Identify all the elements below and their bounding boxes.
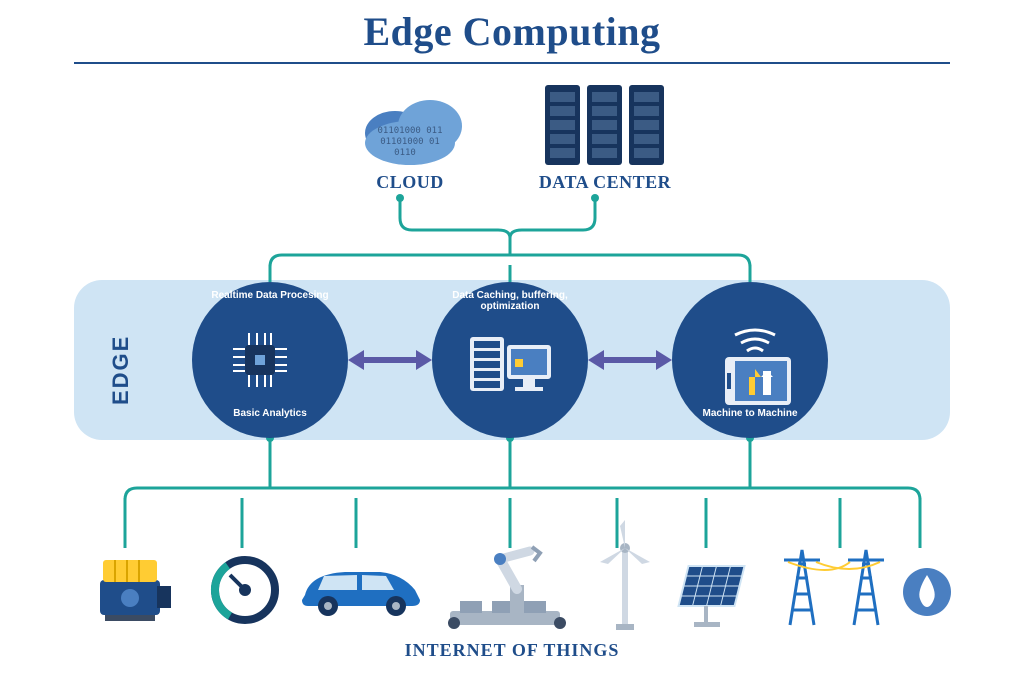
edge-node-analytics-bottom-label: Basic Analytics (210, 408, 330, 419)
iot-gauge-icon (210, 555, 280, 630)
edge-node-caching-top-label: Data Caching, buffering, optimization (450, 290, 570, 312)
iot-water-icon (900, 565, 954, 624)
svg-text:01101000 01: 01101000 01 (380, 137, 440, 147)
iot-wind-icon (590, 520, 660, 635)
title-underline (74, 62, 950, 64)
edge-node-m2m-bottom-label: Machine to Machine (690, 408, 810, 419)
edge-label: EDGE (108, 335, 134, 405)
iot-generator-icon (95, 550, 175, 630)
edge-node-m2m-icon (705, 325, 805, 420)
page-title: Edge Computing (0, 8, 1024, 55)
edge-node-caching-icon (465, 325, 555, 410)
datacenter-icon (540, 80, 670, 175)
iot-label: INTERNET OF THINGS (0, 640, 1024, 661)
svg-text:01101000 011: 01101000 011 (377, 126, 442, 136)
datacenter-label: DATA CENTER (530, 172, 680, 193)
iot-solar-icon (670, 560, 750, 635)
edge-node-analytics-top-label: Realtime Data Procesing (210, 290, 330, 301)
iot-power-icon (770, 530, 900, 635)
iot-car-icon (290, 560, 430, 625)
edge-node-analytics-icon (225, 325, 295, 400)
iot-robot-icon (440, 545, 580, 640)
cloud-label: CLOUD (360, 172, 460, 193)
svg-text:0110: 0110 (394, 148, 416, 158)
cloud-icon: 01101000 011 01101000 01 0110 (355, 88, 465, 173)
